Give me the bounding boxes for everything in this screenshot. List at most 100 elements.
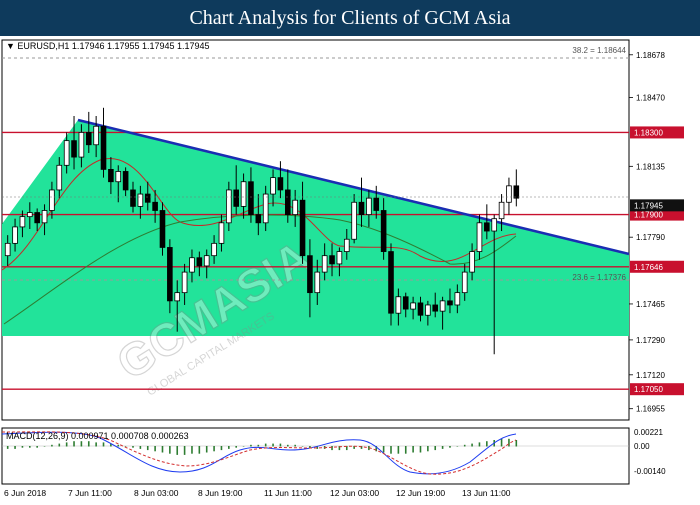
price-tick: 1.17120 xyxy=(636,371,665,380)
fib-top-label: 38.2 = 1.18644 xyxy=(572,46,626,55)
candle-body xyxy=(262,193,269,224)
candle-body xyxy=(432,304,439,312)
candle-body xyxy=(203,255,210,267)
chart-title: Chart Analysis for Clients of GCM Asia xyxy=(0,0,700,36)
candle-body xyxy=(181,271,188,294)
candle-body xyxy=(233,189,239,207)
macd-label: MACD(12,26,9) 0.000971 0.000708 0.000263 xyxy=(6,431,189,441)
candle-body xyxy=(240,181,247,207)
candle-body xyxy=(137,193,144,207)
candle-body xyxy=(461,271,468,294)
level-label: 1.17900 xyxy=(634,211,663,220)
candle-body xyxy=(270,177,276,195)
candle-body xyxy=(211,242,217,257)
time-axis: 6 Jun 2018 7 Jun 11:00 8 Jun 03:00 8 Jun… xyxy=(4,488,511,498)
candle-body xyxy=(469,251,475,273)
candle-body xyxy=(130,189,136,207)
candle-body xyxy=(417,302,424,316)
price-tick: 1.17290 xyxy=(636,336,665,345)
candle-body xyxy=(19,216,26,228)
candle-body xyxy=(285,189,291,215)
candle-body xyxy=(277,177,284,191)
level-label-bg xyxy=(630,383,684,396)
chart-svg: GCMASIA GLOBAL CAPITAL MARKETS 1.183001.… xyxy=(1,39,684,498)
candle-body xyxy=(454,292,461,306)
macd-panel xyxy=(1,427,630,485)
time-tick: 8 Jun 03:00 xyxy=(134,488,179,498)
price-tick: 1.17790 xyxy=(636,233,665,242)
candle-body xyxy=(336,251,343,265)
candle-body xyxy=(506,185,512,203)
level-label: 1.18300 xyxy=(634,128,663,137)
macd-tick: 0.00221 xyxy=(634,428,663,437)
candle-body xyxy=(189,257,195,273)
candle-body xyxy=(447,300,453,306)
current-price-bg xyxy=(630,199,684,212)
level-label-bg xyxy=(630,208,684,221)
candle-body xyxy=(439,300,446,312)
candle-body xyxy=(343,238,350,252)
candle-body xyxy=(167,247,173,302)
candle-body xyxy=(152,201,158,211)
candle-body xyxy=(159,210,166,248)
candle-body xyxy=(402,296,409,310)
candle-body xyxy=(71,140,77,158)
price-axis: 1.18678 1.18470 1.18135 1.17945 1.17790 1.174… xyxy=(629,51,684,414)
candle-body xyxy=(292,199,298,215)
time-tick: 12 Jun 03:00 xyxy=(330,488,379,498)
candle-body xyxy=(410,302,416,310)
candle-body xyxy=(314,271,321,294)
candle-body xyxy=(498,201,505,220)
level-lines: 1.18300 1.17900 1.17646 1.17050 xyxy=(2,126,684,396)
candle-body xyxy=(115,171,122,183)
price-tick: 1.18678 xyxy=(636,51,665,60)
candle-body xyxy=(321,255,328,273)
candle-body xyxy=(196,257,203,267)
candle-body xyxy=(174,292,181,302)
candle-body xyxy=(351,201,357,240)
time-tick: 6 Jun 2018 xyxy=(4,488,46,498)
triangle-zone xyxy=(2,120,629,336)
candle-body xyxy=(366,197,372,215)
candle-body xyxy=(85,132,92,146)
candle-body xyxy=(425,304,431,316)
candle-body xyxy=(491,218,497,232)
level-label-bg xyxy=(630,126,684,139)
candle-body xyxy=(248,181,254,215)
candle-body xyxy=(299,199,306,257)
candle-body xyxy=(388,251,394,314)
macd-signal-line xyxy=(1,431,517,475)
candle-body xyxy=(78,132,85,158)
fast-ma-line xyxy=(1,158,517,271)
candles xyxy=(4,107,520,355)
macd-tick: -0.00140 xyxy=(634,467,666,476)
time-tick: 13 Jun 11:00 xyxy=(462,488,511,498)
candle-body xyxy=(226,189,232,224)
candle-body xyxy=(513,185,520,199)
candle-body xyxy=(12,226,18,244)
fib-bottom-label: 23.6 = 1.17376 xyxy=(572,273,626,282)
level-label: 1.17050 xyxy=(634,385,663,394)
symbol-info: ▼ EURUSD,H1 1.17946 1.17955 1.17945 1.17… xyxy=(6,41,210,51)
candle-body xyxy=(255,214,262,224)
candle-body xyxy=(4,242,11,257)
time-tick: 11 Jun 11:00 xyxy=(264,488,312,498)
candle-body xyxy=(307,255,313,294)
candle-body xyxy=(329,255,335,265)
level-label-bg xyxy=(630,260,684,273)
current-price-label: 1.17945 xyxy=(634,201,663,210)
price-tick: 1.18470 xyxy=(636,94,665,103)
candle-body xyxy=(41,210,48,224)
candle-body xyxy=(27,212,33,218)
candle-body xyxy=(108,169,114,183)
candle-body xyxy=(484,222,490,232)
price-tick: 1.18135 xyxy=(636,162,665,171)
candle-body xyxy=(358,201,365,215)
time-tick: 12 Jun 19:00 xyxy=(396,488,445,498)
candle-body xyxy=(100,125,107,170)
candle-body xyxy=(56,164,63,191)
candle-body xyxy=(49,189,55,211)
time-tick: 8 Jun 19:00 xyxy=(198,488,243,498)
level-label: 1.17646 xyxy=(634,263,663,272)
candle-body xyxy=(34,212,40,224)
